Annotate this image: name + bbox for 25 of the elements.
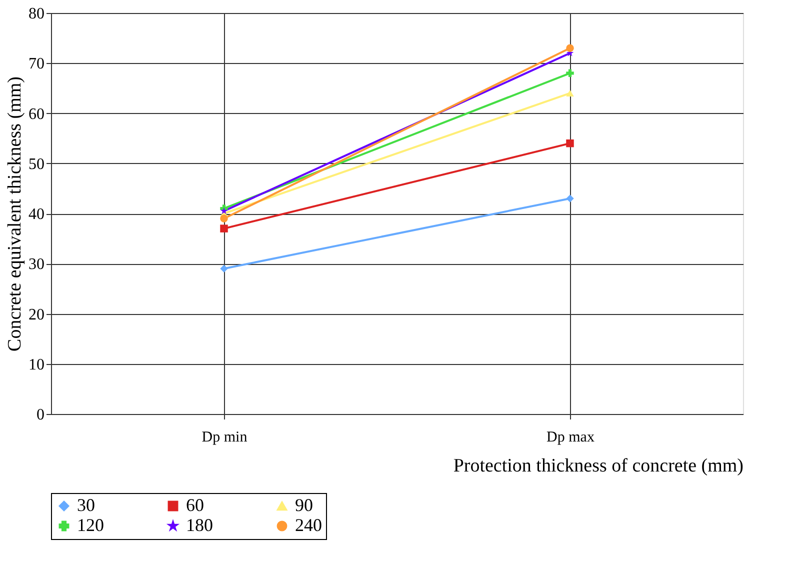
y-tick-label: 60	[28, 106, 44, 123]
point	[566, 69, 574, 78]
y-tick-label: 0	[36, 406, 44, 424]
y-tick-label: 30	[28, 256, 44, 274]
y-axis-title: Concrete equivalent thickness (mm)	[4, 76, 26, 352]
point	[566, 194, 574, 202]
y-tick-label: 70	[28, 56, 44, 73]
legend-label: 60	[186, 495, 204, 515]
point	[220, 264, 228, 273]
legend-label: 30	[77, 495, 95, 515]
legend-label: 180	[186, 515, 213, 535]
y-tick-label: 20	[28, 306, 44, 324]
x-axis-title: Protection thickness of concrete (mm)	[453, 456, 744, 476]
y-tick-label: 80	[28, 6, 44, 22]
y-tick-label: 40	[28, 206, 44, 223]
point	[566, 139, 574, 148]
legend-label: 240	[295, 515, 322, 535]
legend-label: 120	[77, 515, 104, 535]
x-tick-label: Dp min	[202, 430, 248, 446]
y-tick-label: 10	[28, 356, 44, 374]
legend-label: 90	[295, 495, 313, 515]
y-tick-label: 50	[28, 156, 44, 173]
point	[220, 224, 228, 232]
x-tick-label: Dp max	[546, 430, 595, 446]
point	[566, 44, 574, 52]
